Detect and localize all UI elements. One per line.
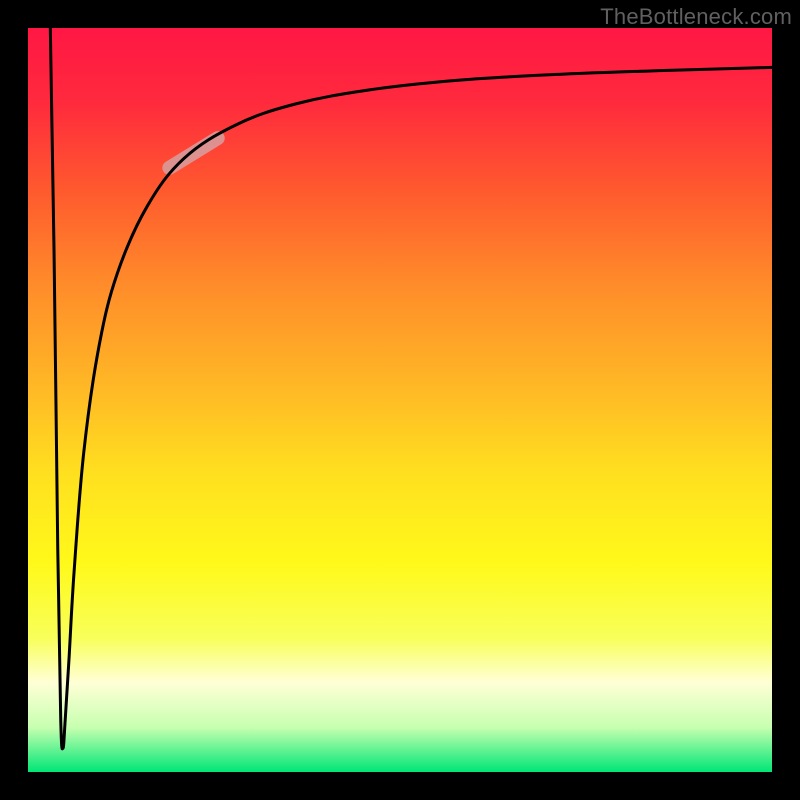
- chart-svg: [28, 28, 772, 772]
- plot-area: [28, 28, 772, 772]
- watermark-text: TheBottleneck.com: [600, 4, 792, 30]
- frame-border-right: [772, 0, 800, 800]
- chart-container: TheBottleneck.com: [0, 0, 800, 800]
- frame-border-left: [0, 0, 28, 800]
- gradient-background: [28, 28, 772, 772]
- frame-border-bottom: [0, 772, 800, 800]
